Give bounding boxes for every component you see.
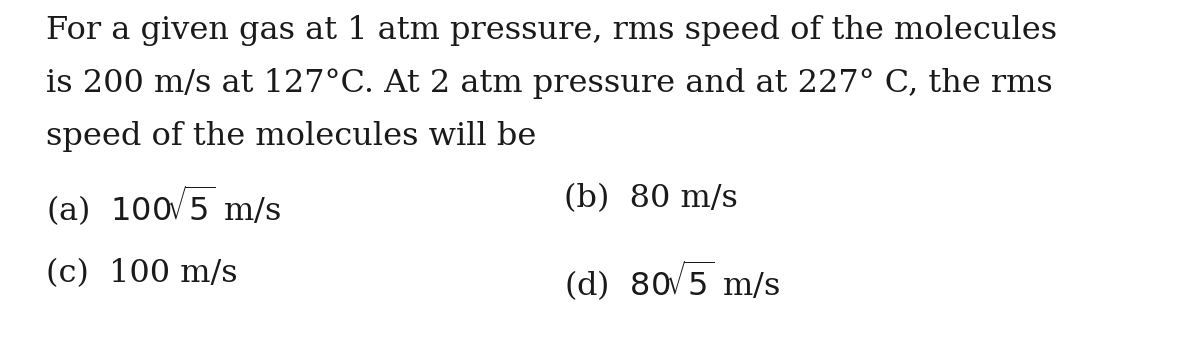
- Text: speed of the molecules will be: speed of the molecules will be: [46, 121, 536, 152]
- Text: (b)  80 m/s: (b) 80 m/s: [564, 183, 738, 214]
- Text: is 200 m/s at 127°C. At 2 atm pressure and at 227° C, the rms: is 200 m/s at 127°C. At 2 atm pressure a…: [46, 68, 1052, 99]
- Text: (d)  $80\!\sqrt{5}$ m/s: (d) $80\!\sqrt{5}$ m/s: [564, 258, 780, 303]
- Text: (c)  100 m/s: (c) 100 m/s: [46, 258, 238, 289]
- Text: For a given gas at 1 atm pressure, rms speed of the molecules: For a given gas at 1 atm pressure, rms s…: [46, 15, 1057, 46]
- Text: (a)  $100\!\sqrt{5}$ m/s: (a) $100\!\sqrt{5}$ m/s: [46, 183, 281, 228]
